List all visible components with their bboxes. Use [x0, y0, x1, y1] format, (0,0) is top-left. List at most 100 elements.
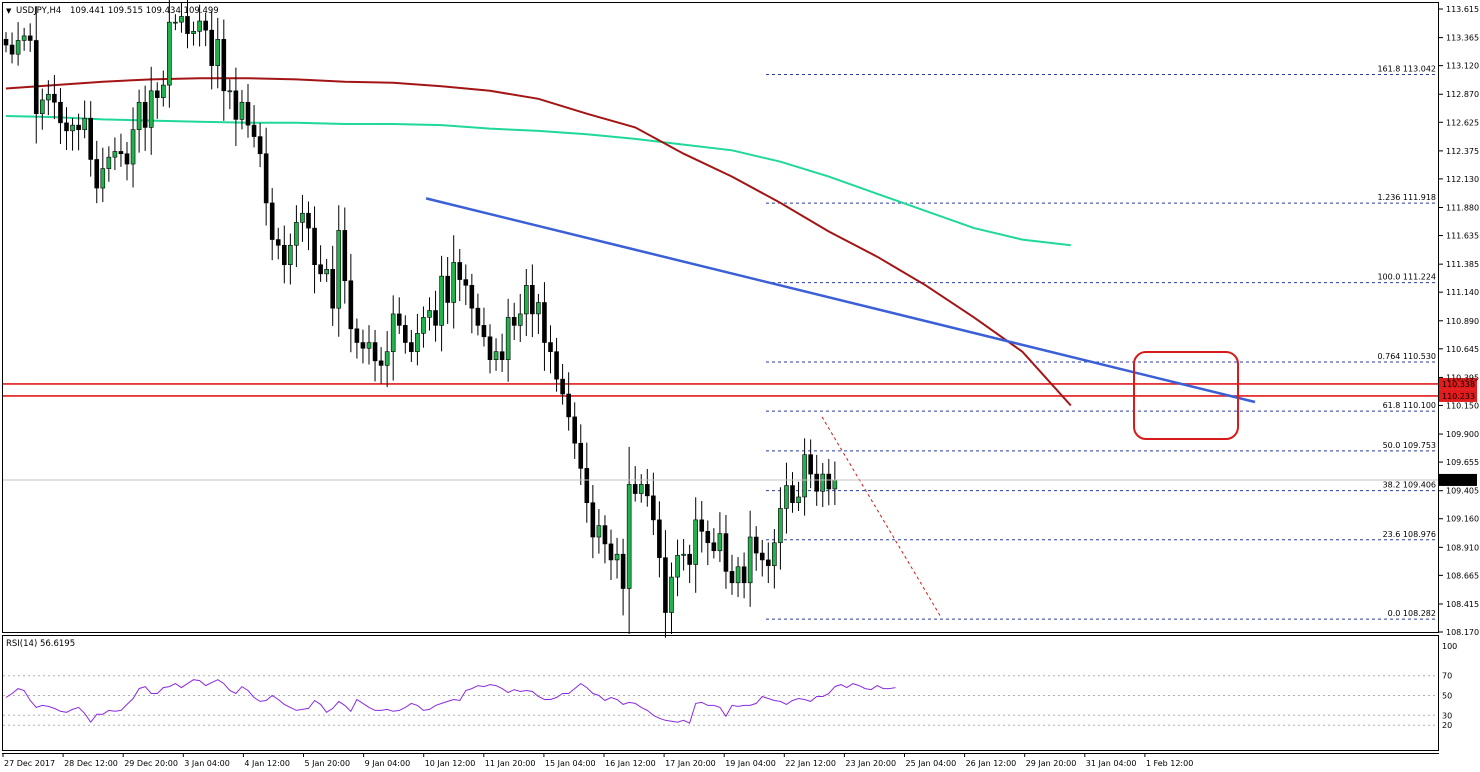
candle-body — [9, 44, 15, 55]
candle-body — [46, 93, 51, 101]
candle-body — [590, 502, 596, 538]
resistance-label: 110.233 — [1442, 392, 1475, 401]
candle-body — [723, 533, 729, 572]
candle-body — [3, 39, 9, 46]
candle-body — [463, 279, 469, 286]
candle-body — [179, 16, 184, 23]
candle-body — [124, 153, 130, 165]
chart-symbol-label: USDJPY,H4 — [16, 6, 61, 16]
time-tick-label: 3 Jan 04:00 — [184, 759, 230, 768]
candle-body — [747, 536, 753, 584]
price-tick-label: 108.170 — [1446, 628, 1479, 637]
candle-body — [517, 313, 523, 326]
candle-body — [384, 351, 390, 366]
candle-body — [523, 285, 529, 315]
candle-body — [142, 101, 148, 128]
candle-body — [263, 153, 269, 204]
candle-body — [820, 473, 826, 492]
candle-body — [390, 313, 396, 352]
candle-body — [669, 576, 674, 613]
candle-body — [790, 485, 795, 504]
price-tick-label: 113.120 — [1446, 62, 1479, 71]
candle-body — [542, 302, 547, 343]
candlesticks — [3, 0, 838, 638]
candle-body — [638, 484, 644, 494]
candle-body — [717, 533, 723, 552]
time-tick-label: 9 Jan 04:00 — [365, 759, 411, 768]
rsi-level-label: 50 — [1442, 692, 1452, 701]
candle-body — [711, 542, 717, 552]
candle-body — [288, 244, 293, 266]
candle-body — [106, 156, 112, 169]
price-tick-label: 112.870 — [1446, 90, 1479, 99]
candle-body — [681, 553, 686, 556]
candle-body — [808, 454, 813, 475]
time-tick-label: 4 Jan 12:00 — [244, 759, 290, 768]
candle-body — [602, 525, 608, 545]
candle-body — [415, 333, 420, 352]
candle-body — [626, 484, 632, 589]
candle-body — [336, 230, 342, 309]
resistance-badge — [1439, 389, 1477, 402]
candle-body — [614, 553, 620, 561]
candle-body — [21, 35, 27, 41]
time-tick-label: 27 Dec 2017 — [4, 759, 55, 768]
candle-body — [427, 310, 432, 318]
candle-body — [82, 117, 87, 131]
candle-body — [15, 40, 21, 55]
candle-body — [76, 124, 81, 131]
candle-body — [88, 117, 93, 160]
candle-body — [366, 342, 372, 349]
candle-body — [675, 555, 680, 578]
price-tick-label: 110.150 — [1446, 401, 1479, 410]
current-price-badge — [1439, 473, 1477, 486]
candle-body — [154, 90, 160, 98]
candle-body — [251, 124, 257, 137]
time-tick-label: 11 Jan 20:00 — [485, 759, 536, 768]
sma-fast-line — [5, 77, 1072, 407]
candle-body — [378, 360, 384, 366]
candle-body — [493, 351, 499, 360]
price-tick-label: 110.890 — [1446, 317, 1479, 326]
time-tick-label: 15 Jan 04:00 — [545, 759, 596, 768]
fib-level-label: 38.2 109.406 — [1383, 481, 1436, 490]
moving-averages — [5, 77, 1072, 407]
candle-body — [772, 542, 777, 566]
chart-header-arrow-icon[interactable]: ▼ — [6, 7, 12, 15]
fib-level-label: 0.0 108.282 — [1388, 609, 1436, 618]
candle-body — [33, 40, 39, 114]
candle-body — [572, 416, 578, 444]
candle-body — [693, 519, 699, 565]
candle-body — [70, 124, 75, 132]
candle-body — [233, 90, 239, 120]
candle-body — [281, 244, 287, 266]
time-axis: 27 Dec 2017 28 Dec 12:00 29 Dec 20:00 3 Jan… — [2, 753, 1193, 768]
price-axis: 113.615 113.365 113.120 112.870 112.625 112.3… — [3, 5, 1479, 637]
fib-level-label: 23.6 108.976 — [1383, 530, 1436, 539]
trendlines — [425, 197, 1256, 618]
time-tick-label: 5 Jan 20:00 — [305, 759, 351, 768]
time-tick-label: 23 Jan 20:00 — [845, 759, 896, 768]
candle-body — [409, 342, 414, 352]
fib-level-label: 50.0 109.753 — [1383, 441, 1436, 450]
candle-body — [759, 552, 765, 561]
chart-ohlc-label: 109.441 109.515 109.434 109.499 — [70, 6, 219, 16]
candle-body — [209, 29, 214, 66]
descending-trendline — [425, 197, 1256, 404]
rsi-level-label: 20 — [1442, 721, 1452, 730]
time-tick-label: 17 Jan 20:00 — [665, 759, 716, 768]
resistance-levels: 110.338 110.233 — [3, 377, 1477, 402]
candle-body — [58, 101, 63, 124]
time-tick-label: 25 Jan 04:00 — [906, 759, 957, 768]
candle-body — [548, 342, 553, 352]
resistance-badge — [1439, 377, 1477, 390]
sma-slow-line — [5, 115, 1071, 247]
fib-level-label: 1.236 111.918 — [1377, 193, 1436, 202]
candle-body — [832, 479, 838, 490]
candle-body — [445, 275, 450, 303]
time-tick-label: 16 Jan 12:00 — [605, 759, 656, 768]
candle-body — [342, 230, 348, 282]
candle-body — [475, 307, 481, 326]
